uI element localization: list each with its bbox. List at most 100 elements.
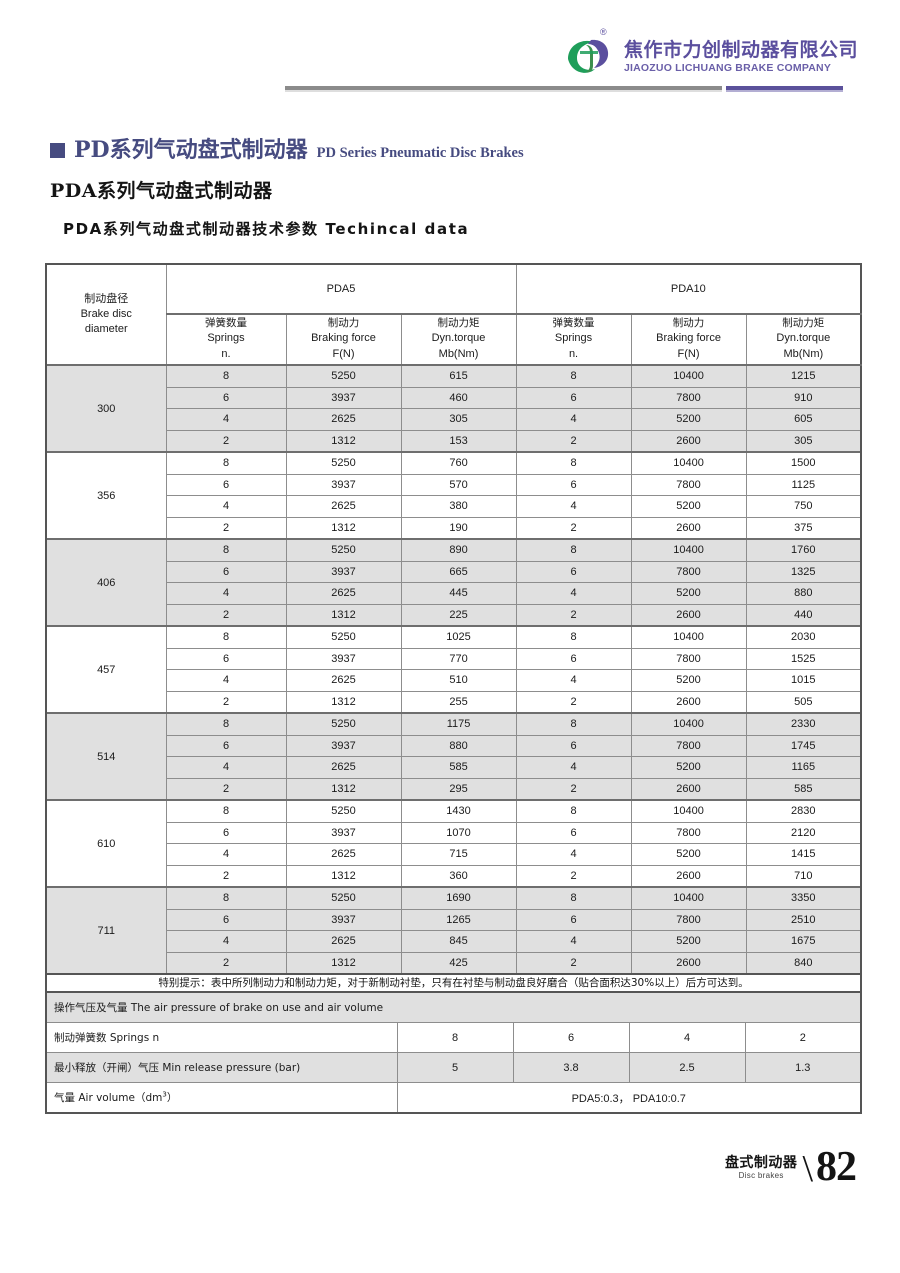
cell-pda10-torque: 440 bbox=[745, 603, 863, 627]
cell-pda5-springs: 8 bbox=[165, 712, 287, 736]
cell-pda10-springs: 4 bbox=[515, 408, 632, 431]
air-springs-value-2: 2 bbox=[744, 1022, 862, 1053]
cell-pda10-springs: 6 bbox=[515, 734, 632, 757]
cell-pda10-torque: 305 bbox=[745, 429, 863, 453]
cell-pda10-force: 2600 bbox=[630, 951, 747, 975]
header-pda5-springs-cn: 弹簧数量 bbox=[205, 316, 247, 329]
cell-pda5-springs: 4 bbox=[165, 756, 287, 779]
cell-pda5-force: 5250 bbox=[285, 625, 402, 649]
series-title-row: PD系列气动盘式制动器 PD Series Pneumatic Disc Bra… bbox=[50, 132, 850, 164]
cell-pda5-springs: 2 bbox=[165, 951, 287, 975]
air-pressure-row: 最小释放（开闸）气压 Min release pressure (bar) 5 … bbox=[45, 1052, 862, 1083]
cell-pda10-force: 7800 bbox=[630, 560, 747, 583]
air-springs-value-6: 6 bbox=[512, 1022, 630, 1053]
company-name-en: JIAOZUO LICHUANG BRAKE COMPANY bbox=[623, 61, 832, 74]
table-header-row-models: 制动盘径 Brake disc diameter PDA5 PDA10 bbox=[45, 263, 863, 366]
cell-pda10-force: 10400 bbox=[630, 886, 747, 910]
table-row: 4 2625 715 4 5200 1415 bbox=[46, 843, 863, 866]
cell-disc-diameter: 457 bbox=[45, 625, 167, 714]
cell-pda10-torque: 585 bbox=[745, 777, 863, 801]
table-row: 406 8 5250 890 8 10400 1760 bbox=[45, 538, 863, 627]
cell-pda5-torque: 585 bbox=[400, 756, 517, 779]
cell-pda5-torque: 445 bbox=[400, 582, 517, 605]
cell-disc-diameter: 300 bbox=[45, 364, 167, 453]
cell-disc-diameter: 610 bbox=[45, 799, 167, 888]
cell-pda5-torque: 770 bbox=[400, 647, 517, 670]
cell-pda10-springs: 2 bbox=[515, 429, 632, 453]
header-pda10-torque-en1: Dyn.torque bbox=[776, 332, 831, 345]
cell-pda5-force: 1312 bbox=[285, 777, 402, 801]
cell-pda5-springs: 2 bbox=[165, 777, 287, 801]
page-header: ® 焦作市力创制动器有限公司 JIAOZUO LICHUANG BRAKE CO… bbox=[0, 0, 900, 110]
cell-pda10-torque: 1325 bbox=[745, 560, 863, 583]
cell-pda5-springs: 6 bbox=[165, 647, 287, 670]
cell-pda10-force: 7800 bbox=[630, 821, 747, 844]
spec-table: 制动盘径 Brake disc diameter PDA5 PDA10 弹簧数量… bbox=[44, 263, 863, 1010]
header-pda10-force-en2: F(N) bbox=[677, 348, 700, 361]
cell-pda5-springs: 2 bbox=[165, 603, 287, 627]
cell-pda5-springs: 6 bbox=[165, 560, 287, 583]
cell-pda5-force: 3937 bbox=[285, 560, 402, 583]
footer-label-cn: 盘式制动器 bbox=[724, 1154, 798, 1171]
header-model-pda10: PDA10 bbox=[515, 263, 863, 315]
cell-pda10-torque: 880 bbox=[745, 582, 863, 605]
cell-pda5-torque: 380 bbox=[400, 495, 517, 518]
cell-pda5-force: 1312 bbox=[285, 603, 402, 627]
cell-pda5-torque: 890 bbox=[400, 538, 517, 562]
air-pressure-table: 操作气压及气量 The air pressure of brake on use… bbox=[45, 991, 862, 1114]
air-volume-label: 气量 Air volume（dm3） bbox=[45, 1082, 398, 1114]
air-pressure-value-1: 5 bbox=[396, 1052, 514, 1083]
cell-pda10-springs: 8 bbox=[515, 451, 632, 475]
air-pressure-value-2: 3.8 bbox=[512, 1052, 630, 1083]
cell-pda5-force: 2625 bbox=[285, 756, 402, 779]
cell-pda5-springs: 4 bbox=[165, 843, 287, 866]
cell-pda5-springs: 6 bbox=[165, 734, 287, 757]
cell-pda10-torque: 1165 bbox=[745, 756, 863, 779]
air-table-title-row: 操作气压及气量 The air pressure of brake on use… bbox=[45, 991, 862, 1023]
cell-pda5-springs: 6 bbox=[165, 908, 287, 931]
cell-pda10-force: 5200 bbox=[630, 930, 747, 953]
cell-pda5-torque: 460 bbox=[400, 386, 517, 409]
series-title-cn: PD系列气动盘式制动器 bbox=[74, 137, 308, 163]
cell-pda5-force: 2625 bbox=[285, 843, 402, 866]
page-footer: 盘式制动器 Disc brakes \ 82 bbox=[724, 1146, 857, 1188]
cell-pda10-torque: 2030 bbox=[745, 625, 863, 649]
header-pda10-force-cn: 制动力 bbox=[672, 316, 705, 329]
cell-pda5-springs: 4 bbox=[165, 582, 287, 605]
cell-pda10-torque: 3350 bbox=[745, 886, 863, 910]
header-pda5-springs: 弹簧数量 Springs n. bbox=[165, 313, 287, 366]
cell-pda5-force: 3937 bbox=[285, 647, 402, 670]
cell-pda5-torque: 760 bbox=[400, 451, 517, 475]
cell-pda10-torque: 605 bbox=[745, 408, 863, 431]
cell-pda10-force: 7800 bbox=[630, 473, 747, 496]
air-table-title: 操作气压及气量 The air pressure of brake on use… bbox=[45, 991, 862, 1023]
cell-pda5-force: 3937 bbox=[285, 908, 402, 931]
header-disc-diameter-cn: 制动盘径 bbox=[84, 291, 129, 305]
registered-trademark-icon: ® bbox=[599, 27, 607, 37]
cell-pda5-springs: 2 bbox=[165, 864, 287, 888]
header-pda5-springs-en1: Springs bbox=[207, 332, 245, 345]
cell-pda10-springs: 8 bbox=[515, 712, 632, 736]
table-row: 6 3937 770 6 7800 1525 bbox=[46, 647, 863, 670]
cell-pda5-force: 5250 bbox=[285, 712, 402, 736]
air-volume-row: 气量 Air volume（dm3） PDA5:0.3， PDA10:0.7 bbox=[45, 1082, 862, 1114]
cell-pda10-torque: 1125 bbox=[745, 473, 863, 496]
header-disc-diameter-en2: diameter bbox=[84, 323, 128, 336]
header-pda10-torque-en2: Mb(Nm) bbox=[783, 348, 824, 361]
table-row: 6 3937 460 6 7800 910 bbox=[46, 386, 863, 409]
cell-pda10-force: 7800 bbox=[630, 386, 747, 409]
cell-pda5-torque: 1175 bbox=[400, 712, 517, 736]
cell-pda10-force: 2600 bbox=[630, 864, 747, 888]
cell-pda5-torque: 255 bbox=[400, 690, 517, 714]
cell-pda5-springs: 8 bbox=[165, 538, 287, 562]
cell-pda5-springs: 8 bbox=[165, 799, 287, 823]
cell-pda10-torque: 1500 bbox=[745, 451, 863, 475]
cell-pda10-springs: 6 bbox=[515, 647, 632, 670]
cell-pda5-force: 1312 bbox=[285, 690, 402, 714]
cell-pda10-springs: 4 bbox=[515, 930, 632, 953]
table-row: 6 3937 880 6 7800 1745 bbox=[46, 734, 863, 757]
cell-pda10-force: 5200 bbox=[630, 582, 747, 605]
table-header-row-subcols: 弹簧数量 Springs n. 制动力 Braking force F(N) 制… bbox=[46, 313, 863, 366]
spec-table-wrapper: 制动盘径 Brake disc diameter PDA5 PDA10 弹簧数量… bbox=[44, 263, 863, 1010]
cell-pda10-torque: 750 bbox=[745, 495, 863, 518]
